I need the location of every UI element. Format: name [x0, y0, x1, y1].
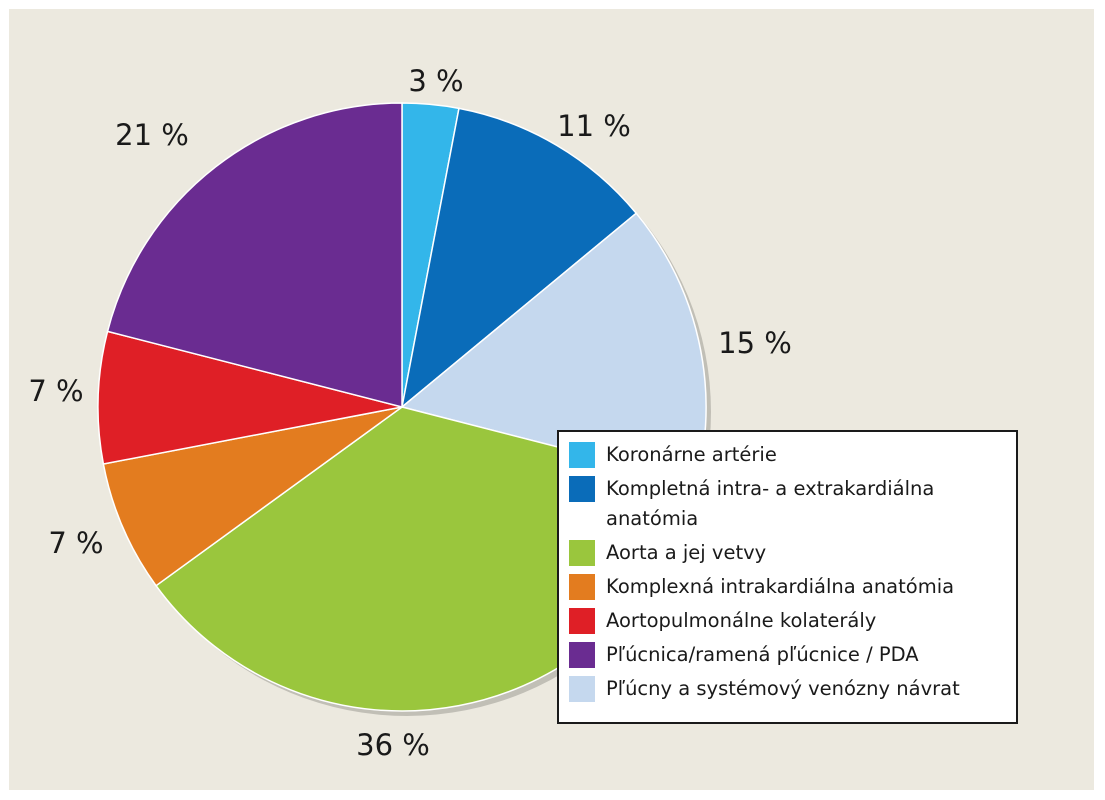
legend-label: Pľúcny a systémový venózny návrat [606, 677, 960, 700]
pie-value-label: 7 % [28, 374, 83, 408]
pie-value-label: 11 % [557, 109, 631, 143]
legend-item: Komplexná intrakardiálna anatómia [569, 574, 1008, 602]
pie-slice [400, 107, 638, 409]
pie-slice [102, 406, 403, 587]
legend-item: Pľúcny a systémový venózny návrat [569, 676, 1008, 704]
legend-swatch [569, 540, 595, 566]
pie-value-label: 7 % [48, 526, 103, 560]
legend-label: Koronárne artérie [606, 443, 777, 466]
pie-value-label: 3 % [408, 64, 463, 98]
legend-label: Kompletná intra- a extrakardiálna anatóm… [606, 477, 935, 530]
legend-swatch [569, 574, 595, 600]
pie-slice [97, 330, 403, 465]
legend-item: Pľúcnica/ramená pľúcnice / PDA [569, 642, 1008, 670]
legend-item: Koronárne artérie [569, 442, 1008, 470]
legend-item: Aortopulmonálne kolaterály [569, 608, 1008, 636]
pie-slice [106, 102, 403, 408]
chart-area: 3 % 11 % 15 % 36 % 7 % 7 % 21 % Koronárne arté… [9, 9, 1094, 790]
legend-swatch [569, 608, 595, 634]
pie-value-label: 36 % [356, 728, 430, 762]
legend-swatch [569, 442, 595, 468]
legend-item: Kompletná intra- a extrakardiálna anatóm… [569, 476, 1008, 534]
legend: Koronárne artérie Kompletná intra- a ext… [557, 430, 1018, 724]
legend-label: Pľúcnica/ramená pľúcnice / PDA [606, 643, 919, 666]
pie-value-labels: 3 % 11 % 15 % 36 % 7 % 7 % 21 % [28, 64, 791, 762]
legend-label: Aorta a jej vetvy [606, 541, 767, 564]
legend-swatch [569, 642, 595, 668]
legend-label: Komplexná intrakardiálna anatómia [606, 575, 955, 598]
pie-value-label: 15 % [718, 326, 792, 360]
legend-item: Aorta a jej vetvy [569, 540, 1008, 568]
legend-label: Aortopulmonálne kolaterály [606, 609, 877, 632]
legend-swatch [569, 476, 595, 502]
legend-swatch [569, 676, 595, 702]
pie-value-label: 21 % [115, 118, 189, 152]
